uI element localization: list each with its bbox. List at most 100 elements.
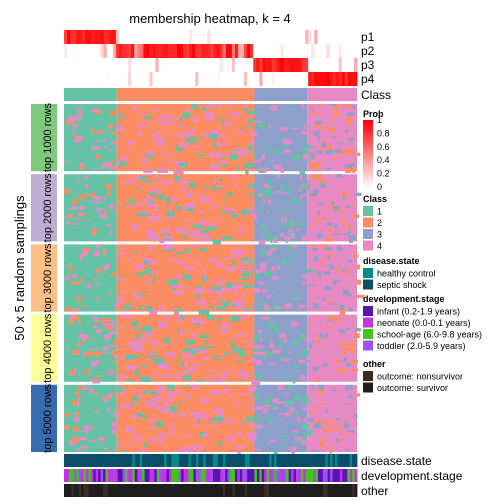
membership-fleck [143,199,153,202]
membership-fleck [174,252,185,255]
membership-fleck [313,366,320,371]
membership-fleck [237,431,242,436]
membership-fleck [184,219,191,222]
membership-fleck [178,375,182,379]
membership-fleck [144,159,151,162]
membership-fleck [184,286,188,290]
membership-fleck [148,426,157,429]
membership-fleck [318,261,324,263]
membership-fleck [331,303,338,305]
membership-fleck [179,142,189,148]
class-segment [307,88,357,101]
membership-fleck [96,130,103,135]
prob-cell [350,44,355,58]
disease-state-cell [208,454,211,467]
membership-fleck [124,403,131,405]
prob-cell [100,30,105,44]
chart-title: membership heatmap, k = 4 [129,11,291,26]
membership-fleck [134,370,140,376]
membership-fleck [285,411,290,416]
membership-fleck [247,433,257,439]
membership-fleck [68,117,73,123]
membership-fleck [269,107,277,110]
membership-fleck [110,132,118,135]
prob-cell [292,58,297,72]
membership-fleck [304,338,307,342]
membership-fleck [165,351,177,357]
membership-fleck [83,175,88,180]
other-cell [335,484,338,497]
membership-fleck [222,389,228,394]
membership-fleck [232,299,244,305]
membership-fleck [121,314,133,318]
membership-fleck [323,296,326,302]
membership-fleck [254,216,257,220]
membership-fleck [356,294,365,299]
prob-cell [189,30,193,44]
membership-fleck [203,227,211,230]
membership-fleck [181,353,192,357]
membership-fleck [119,256,122,260]
membership-fleck [347,149,355,155]
membership-fleck [148,306,153,312]
membership-fleck [339,272,343,275]
prob-cell [131,72,135,86]
membership-fleck [206,375,214,377]
membership-fleck [108,331,117,335]
membership-fleck [291,431,299,434]
membership-fleck [251,152,261,155]
other-cell [107,484,111,497]
membership-fleck [68,319,74,325]
disease-state-cell [332,454,336,467]
membership-fleck [289,156,293,158]
development-stage-cell [222,469,226,482]
membership-fleck [127,179,133,183]
prob-cell [250,72,254,86]
membership-fleck [228,370,235,372]
membership-fleck [223,199,227,202]
membership-fleck [223,388,230,390]
development-stage-cell [254,469,258,482]
membership-fleck [157,167,169,173]
membership-fleck [345,448,350,451]
membership-fleck [280,167,285,173]
membership-fleck [215,185,225,188]
prob-cell [118,44,123,58]
membership-fleck [352,105,356,110]
disease-state-cell [125,454,128,467]
membership-fleck [129,403,135,405]
development-stage-cell [98,469,102,482]
disease-state-cell [88,454,92,467]
prob-cell [97,58,102,72]
row-group-label: top 2000 rows [42,173,54,243]
prob-cell [271,44,275,58]
class-legend-label: 2 [377,218,382,228]
disease-state-cell [313,454,316,467]
membership-fleck [195,154,206,157]
class-legend-title: Class [363,194,387,204]
membership-fleck [305,231,309,233]
membership-fleck [265,294,272,299]
membership-fleck [345,117,353,123]
prob-cell [140,30,144,44]
class-legend-swatch [363,229,373,239]
prob-cell [344,30,349,44]
prob-cell [85,72,89,86]
membership-fleck [136,394,144,397]
membership-fleck [226,192,233,197]
membership-fleck [75,391,80,397]
membership-fleck [198,309,210,315]
prob-cell [85,58,89,72]
membership-fleck [81,445,88,449]
membership-fleck [301,236,310,242]
other-legend-swatch [363,371,373,381]
membership-fleck [134,401,137,404]
membership-fleck [105,184,113,190]
membership-fleck [336,209,343,212]
membership-fleck [202,321,206,323]
membership-fleck [278,413,286,416]
membership-fleck [255,303,264,305]
membership-fleck [298,359,305,364]
other-cell [200,484,204,497]
membership-fleck [79,436,87,441]
